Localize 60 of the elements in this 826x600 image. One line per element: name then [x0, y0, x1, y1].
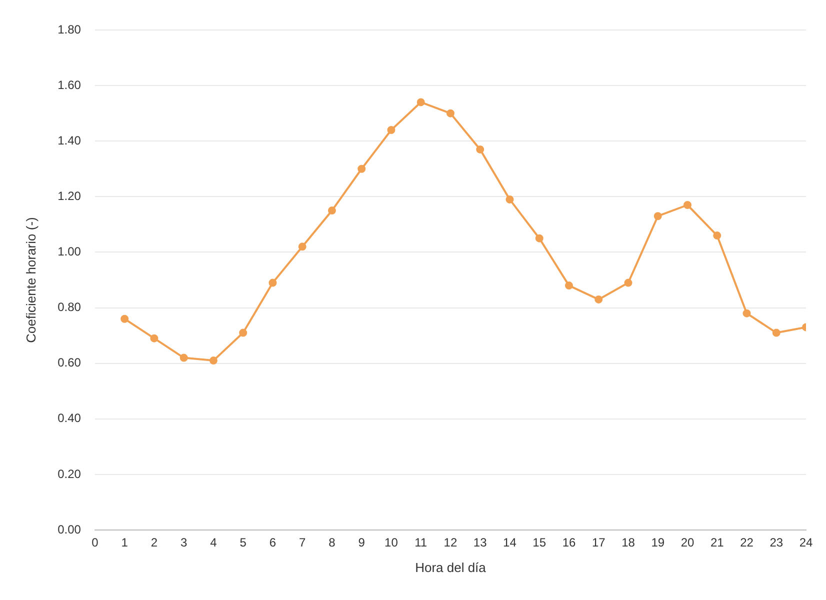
point	[298, 242, 306, 251]
x-tick-label: 22	[740, 536, 754, 550]
y-tick-label: 0.80	[58, 300, 82, 314]
y-tick-label: 0.00	[58, 522, 82, 536]
y-tick-label: 0.20	[58, 466, 82, 481]
x-tick-label: 16	[562, 536, 576, 550]
y-tick-label: 1.80	[58, 22, 82, 36]
point	[713, 232, 722, 240]
x-tick-label: 20	[680, 536, 694, 550]
point	[506, 195, 514, 204]
x-tick-label: 14	[503, 536, 517, 550]
point	[683, 201, 692, 209]
point	[535, 234, 544, 242]
point	[742, 309, 751, 318]
y-tick-label: 1.40	[58, 133, 82, 148]
x-tick-label: 3	[180, 536, 188, 550]
point	[416, 98, 425, 106]
x-axis-title: Hora del día	[415, 560, 487, 575]
x-tick-label: 5	[240, 536, 247, 550]
y-axis-title: Coeficiente horario (-)	[23, 217, 38, 343]
point	[180, 354, 188, 362]
point	[772, 328, 780, 337]
x-tick-label: 2	[150, 536, 158, 550]
x-tick-label: 18	[622, 536, 636, 550]
point	[446, 109, 454, 118]
point	[150, 334, 158, 342]
point	[594, 295, 603, 304]
x-tick-label: 9	[358, 536, 366, 550]
x-tick-label: 4	[210, 536, 218, 550]
point	[209, 356, 218, 365]
point	[358, 164, 366, 173]
x-tick-label: 7	[299, 536, 306, 550]
y-tick-label: 1.60	[58, 78, 82, 92]
x-tick-label: 13	[473, 536, 488, 550]
point	[328, 206, 336, 215]
x-tick-label: 6	[269, 536, 276, 550]
point	[624, 278, 632, 287]
x-tick-label: 24	[799, 536, 813, 550]
point	[476, 145, 484, 154]
x-tick-label: 23	[770, 536, 784, 550]
x-tick-label: 17	[592, 536, 606, 550]
point	[654, 212, 662, 220]
y-tick-label: 0.40	[58, 411, 82, 426]
y-tick-label: 0.60	[58, 356, 82, 370]
x-tick-label: 15	[532, 536, 546, 550]
point	[239, 328, 248, 337]
x-tick-label: 11	[414, 536, 428, 550]
x-tick-label: 0	[92, 536, 99, 550]
point	[268, 278, 277, 287]
x-tick-label: 10	[384, 536, 398, 550]
y-tick-label: 1.00	[58, 244, 82, 259]
point	[120, 314, 129, 323]
x-tick-label: 8	[328, 536, 336, 550]
point	[564, 282, 573, 290]
x-tick-label: 1	[121, 536, 128, 550]
x-tick-label: 21	[710, 536, 724, 550]
point	[387, 126, 396, 134]
x-tick-label: 19	[651, 536, 665, 550]
x-tick-label: 12	[444, 536, 458, 550]
y-tick-label: 1.20	[58, 188, 82, 203]
